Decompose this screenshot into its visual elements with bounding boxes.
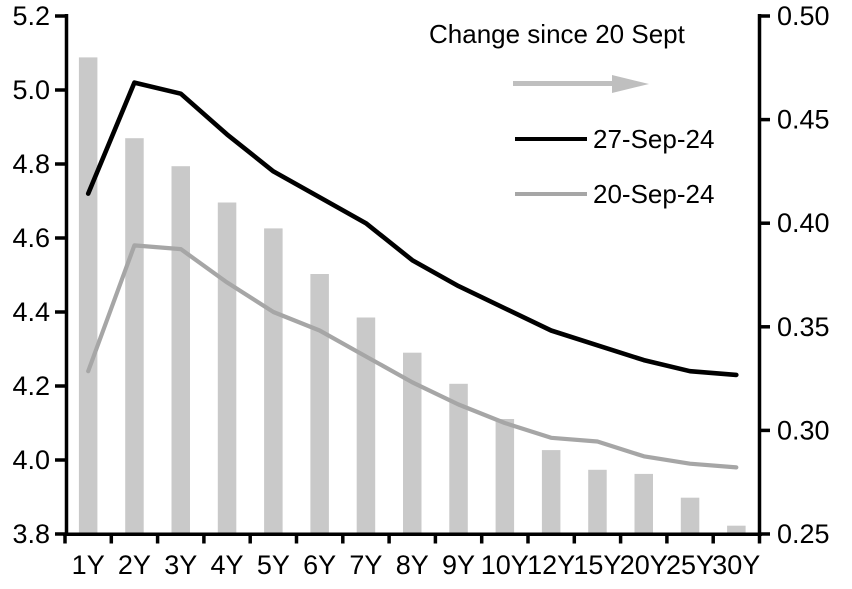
left-axis-tick-label: 5.0 — [12, 75, 50, 105]
left-axis-tick-label: 4.4 — [12, 297, 50, 327]
bar — [588, 469, 607, 534]
bar — [78, 57, 98, 535]
left-axis-tick-label: 5.2 — [12, 1, 50, 31]
x-axis-category-label: 6Y — [303, 550, 336, 580]
x-axis-category-label: 20Y — [620, 550, 668, 580]
x-axis-category-label: 10Y — [481, 550, 529, 580]
x-axis-category-label: 9Y — [442, 550, 475, 580]
bar — [541, 450, 561, 534]
x-axis-category-label: 1Y — [72, 550, 105, 580]
bar — [264, 228, 283, 534]
bar — [449, 383, 468, 534]
x-axis-category-label: 12Y — [527, 550, 575, 580]
x-axis-category-label: 30Y — [712, 550, 760, 580]
right-axis-tick-label: 0.25 — [777, 519, 830, 549]
bar — [356, 317, 376, 534]
bar — [403, 352, 422, 534]
bar — [217, 202, 237, 534]
x-axis-category-label: 15Y — [573, 550, 621, 580]
bar — [680, 497, 700, 534]
left-axis-tick-label: 4.0 — [12, 445, 50, 475]
bar — [171, 166, 190, 534]
bar — [634, 473, 653, 534]
left-axis-tick-label: 4.6 — [12, 223, 50, 253]
bar — [495, 419, 515, 534]
bar — [727, 525, 746, 534]
right-axis-tick-label: 0.35 — [777, 312, 830, 342]
line-series-27-sep-24 — [85, 80, 739, 378]
x-axis-category-label: 2Y — [118, 550, 151, 580]
line-series-20-sep-24 — [86, 243, 739, 470]
x-axis-category-label: 25Y — [666, 550, 714, 580]
left-axis-tick-label: 4.2 — [12, 371, 50, 401]
x-axis-category-label: 7Y — [349, 550, 382, 580]
right-axis-tick-label: 0.30 — [777, 415, 830, 445]
right-axis-tick-label: 0.50 — [777, 1, 830, 31]
x-axis-category-label: 3Y — [164, 550, 197, 580]
right-axis-tick-label: 0.45 — [777, 105, 830, 135]
right-axis-tick-label: 0.40 — [777, 208, 830, 238]
x-axis-category-label: 4Y — [210, 550, 243, 580]
left-axis-tick-label: 4.8 — [12, 149, 50, 179]
bar — [310, 274, 329, 534]
x-axis-category-label: 8Y — [396, 550, 429, 580]
bar — [125, 138, 144, 534]
x-axis-category-label: 5Y — [257, 550, 290, 580]
left-axis-tick-label: 3.8 — [12, 519, 50, 549]
